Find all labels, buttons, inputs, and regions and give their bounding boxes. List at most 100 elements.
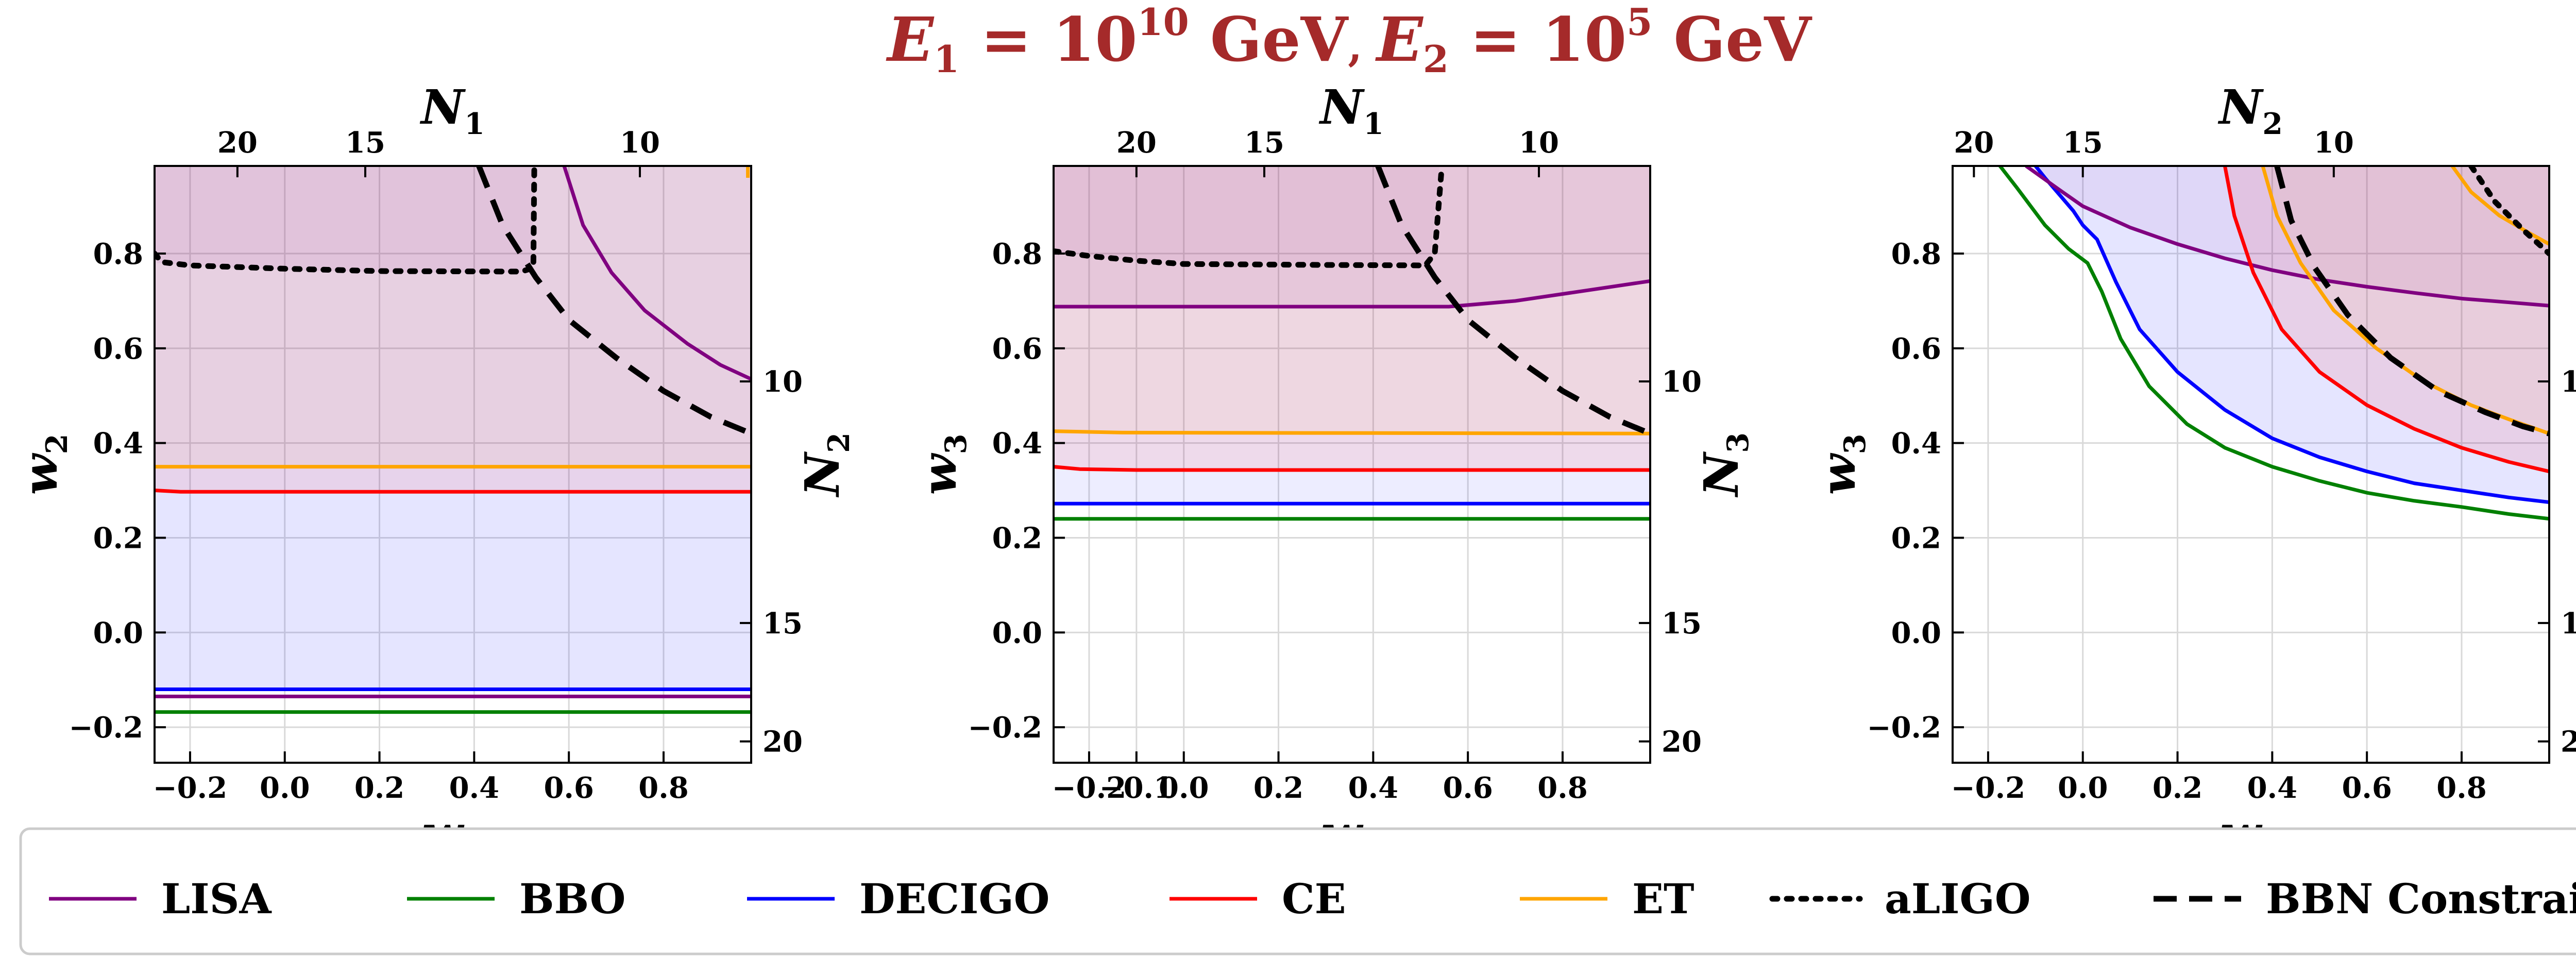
y-tick-label: 0.6 (992, 332, 1042, 366)
series-aligo (1054, 166, 1445, 269)
x-tick-label: −0.2 (1052, 771, 1126, 805)
y-tick-label: −0.2 (69, 711, 143, 745)
x-tick-label: 0.8 (638, 771, 688, 805)
title-e2-subscript: 2 (1423, 37, 1449, 81)
region-fills (155, 166, 751, 690)
fill-et (2262, 166, 2549, 434)
fill-ce (2225, 166, 2549, 472)
top-tick-label: 20 (217, 126, 258, 160)
y-tick-label: 0.2 (992, 521, 1042, 555)
series-ce (155, 489, 751, 494)
top-tick-label: 10 (1519, 126, 1559, 160)
legend-label-et: ET (1632, 875, 1694, 923)
y-tick-label: 0.6 (1891, 332, 1941, 366)
y-tick-label: 0.0 (1891, 616, 1941, 650)
y-tick-label: 0.0 (992, 616, 1042, 650)
legend-label-ce: CE (1282, 875, 1346, 923)
series-bbn-constraint (476, 166, 751, 437)
y-tick-label: 0.8 (93, 237, 143, 271)
y-tick-label: −0.2 (968, 711, 1042, 745)
x-tick-label: 0.4 (449, 771, 499, 805)
series-aligo (2468, 166, 2549, 257)
top-axis-title: N1 (1318, 79, 1384, 141)
grid (155, 166, 751, 763)
top-axis-title-subscript: 1 (1363, 107, 1384, 141)
series-et-top (2450, 166, 2549, 246)
x-tick-label: 0.2 (1253, 771, 1303, 805)
fill-decigo (155, 166, 751, 690)
top-tick-label: 15 (2063, 126, 2103, 160)
y-tick-label: 0.8 (992, 237, 1042, 271)
title-e2-unit: GeV (1652, 4, 1812, 75)
top-axis-title-symbol: N (2217, 79, 2264, 135)
y-tick-label: −0.2 (1867, 711, 1941, 745)
top-tick-label: 20 (1116, 126, 1157, 160)
y-tick-label: 0.4 (93, 427, 143, 461)
top-axis-title-symbol: N (419, 79, 466, 135)
top-axis-title-symbol: N (1318, 79, 1365, 135)
right-axis-title: N3 (1693, 432, 1755, 498)
x-tick-label: 0.4 (2247, 771, 2297, 805)
fill-decigo (1054, 166, 1650, 505)
top-axis-title-subscript: 1 (464, 107, 485, 141)
right-axis-title: N2 (794, 432, 856, 498)
title-e2-exponent: 5 (1626, 0, 1652, 44)
top-axis-title: N1 (419, 79, 485, 141)
y-axis-title-subscript: 3 (939, 434, 973, 455)
right-tick-label: 20 (762, 725, 803, 759)
top-axis-title: N2 (2217, 79, 2283, 141)
x-tick-label: −0.2 (1951, 771, 2025, 805)
series-et (1054, 429, 1650, 435)
y-axis-title: w3 (1810, 434, 1872, 495)
series-lisa (562, 166, 751, 381)
x-tick-label: 0.6 (1443, 771, 1493, 805)
y-axis-title-symbol: w (12, 452, 68, 495)
top-tick-label: 15 (1244, 126, 1284, 160)
x-tick-label: 0.6 (2342, 771, 2392, 805)
y-tick-label: 0.6 (93, 332, 143, 366)
fill-aligo (1054, 166, 1440, 265)
right-axis-title-symbol: N (1693, 451, 1749, 498)
series-decigo (2034, 166, 2549, 504)
fill-ce (155, 166, 751, 492)
right-axis-title-subscript: 3 (1721, 432, 1755, 453)
x-tick-label: 0.2 (2153, 771, 2202, 805)
title-e2-equals: = 10 (1449, 4, 1626, 75)
series-bbo (1998, 166, 2549, 521)
plot-frame (1952, 165, 2550, 764)
plot-frame (154, 165, 752, 764)
title-e1-subscript: 1 (934, 37, 959, 81)
fill-et (155, 166, 751, 467)
series-bbn-constraint (1375, 166, 1650, 437)
title-separator: , (1348, 22, 1377, 71)
series-lines (155, 166, 751, 714)
fill-decigo (2035, 166, 2549, 502)
plot-frame (1053, 165, 1651, 764)
series-lines (1998, 166, 2549, 521)
title-e1-unit: GeV (1189, 4, 1349, 75)
figure-title: E1 = 1010 GeV, E2 = 105 GeV (886, 0, 1812, 81)
y-axis-title-symbol: w (1810, 452, 1866, 495)
top-tick-label: 15 (345, 126, 385, 160)
x-tick-label: 0.8 (2436, 771, 2486, 805)
top-tick-label: 10 (2314, 126, 2354, 160)
fill-lisa (1054, 166, 1650, 308)
y-axis-title: w3 (911, 434, 973, 495)
legend-label-lisa: LISA (161, 875, 272, 923)
y-axis-title-subscript: 2 (40, 434, 74, 455)
legend-label-decigo: DECIGO (859, 875, 1049, 923)
series-ce (1054, 465, 1650, 472)
legend-label-bbn-constraint: BBN Constraint (2266, 875, 2576, 923)
x-tick-label: 0.4 (1348, 771, 1398, 805)
panel-2: −0.2−0.10.0 0.2 0.4 0.6 0.8−0.20.00.20.40.60… (911, 79, 1755, 867)
legend-label-aligo: aLIGO (1885, 875, 2031, 923)
right-tick-label: 15 (762, 607, 803, 641)
legend-frame (19, 827, 2576, 955)
series-lisa (2025, 166, 2549, 308)
y-tick-label: 0.2 (1891, 521, 1941, 555)
panel-3: −0.2 0.0 0.2 0.4 0.6 0.8 −0.2 0.0 0.2 0.4 0.6 0.8 20… (1810, 79, 2576, 867)
title-e1-equals: = 10 (959, 4, 1137, 75)
y-axis-title: w2 (12, 434, 74, 495)
right-axis-title-symbol: N (794, 451, 850, 498)
